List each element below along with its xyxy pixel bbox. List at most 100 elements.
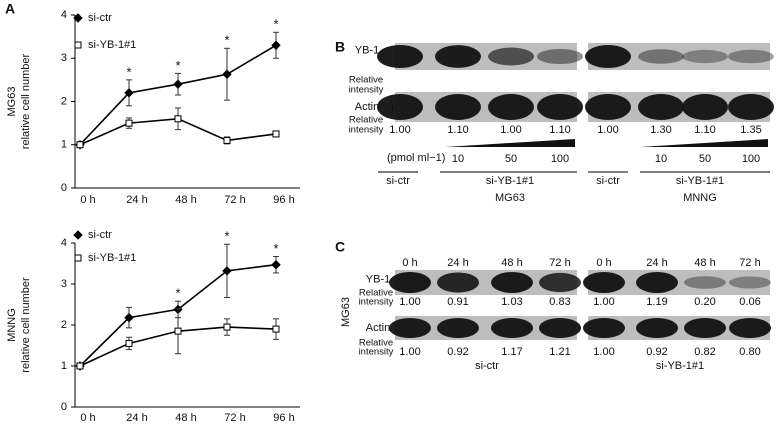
blot-band <box>539 272 581 293</box>
marker <box>222 69 232 79</box>
intensity-value: 1.21 <box>549 346 570 358</box>
x-tick-label: 48 h <box>175 412 196 424</box>
significance-mark: * <box>175 58 180 73</box>
significance-mark: * <box>224 229 229 244</box>
blot-band <box>729 276 771 289</box>
marker <box>76 362 84 370</box>
x-tick-label: 0 h <box>80 412 95 424</box>
dose-wedge <box>640 139 768 147</box>
legend-label: si-YB-1#1 <box>88 252 136 264</box>
marker <box>125 119 133 127</box>
blot-band <box>729 318 771 338</box>
dose-value: 50 <box>699 153 711 165</box>
x-tick-label: 72 h <box>224 412 245 424</box>
blot-band <box>488 94 534 120</box>
y-tick-label: 2 <box>61 95 67 107</box>
intensity-value: 0.83 <box>549 296 570 308</box>
intensity-value: 0.92 <box>646 346 667 358</box>
x-tick-label: 0 h <box>80 194 95 206</box>
y-axis-label: MG63 <box>6 87 18 117</box>
dose-value: 100 <box>551 153 569 165</box>
blot-band <box>638 94 684 120</box>
y-axis-label: relative cell number <box>20 53 32 149</box>
blot-band <box>539 318 581 338</box>
blot-band <box>389 318 431 338</box>
intensity-value: 1.10 <box>549 124 570 136</box>
panel-label: C <box>335 239 345 255</box>
marker <box>124 312 134 323</box>
group-label: si-ctr <box>596 175 620 187</box>
group-label: si-YB-1#1 <box>656 360 704 372</box>
dose-value: 50 <box>505 153 517 165</box>
lane-label: 48 h <box>694 257 715 269</box>
marker <box>271 260 281 270</box>
y-tick-label: 4 <box>61 9 67 21</box>
blot-band <box>684 276 726 289</box>
intensity-value: 1.10 <box>447 124 468 136</box>
blot-band <box>682 49 728 64</box>
blot-band <box>491 318 533 338</box>
intensity-label: intensity <box>349 125 384 136</box>
blot-band <box>682 94 728 120</box>
dose-value: 100 <box>742 153 760 165</box>
blot-band <box>728 49 774 64</box>
group-label: si-ctr <box>386 175 410 187</box>
significance-mark: * <box>273 241 278 256</box>
x-tick-label: 96 h <box>273 412 294 424</box>
intensity-label: Relative <box>349 115 383 126</box>
significance-mark: * <box>273 17 278 32</box>
intensity-label: Relative <box>359 288 393 299</box>
blot-band <box>636 272 678 293</box>
marker <box>124 88 134 98</box>
x-tick-label: 96 h <box>273 194 294 206</box>
intensity-value: 1.03 <box>501 296 522 308</box>
marker <box>272 130 280 138</box>
legend-label: si-ctr <box>88 229 112 241</box>
lane-label: 0 h <box>596 257 611 269</box>
row-label: YB-1 <box>355 44 379 56</box>
blot-band <box>377 94 423 120</box>
y-tick-label: 1 <box>61 360 67 372</box>
intensity-value: 1.19 <box>646 296 667 308</box>
intensity-value: 1.00 <box>500 124 521 136</box>
y-tick-label: 4 <box>61 237 67 249</box>
y-tick-label: 0 <box>61 182 67 194</box>
lane-label: 24 h <box>447 257 468 269</box>
blot-band <box>435 45 481 68</box>
blot-band <box>435 94 481 120</box>
intensity-label: intensity <box>359 347 394 358</box>
intensity-label: Relative <box>349 75 383 86</box>
blot-band <box>537 48 583 65</box>
blot-band <box>638 49 684 64</box>
significance-mark: * <box>224 33 229 48</box>
intensity-value: 1.10 <box>694 124 715 136</box>
intensity-value: 0.80 <box>739 346 760 358</box>
y-axis-label: relative cell number <box>20 277 32 373</box>
legend-label: si-ctr <box>88 12 112 24</box>
lane-label: 48 h <box>501 257 522 269</box>
y-tick-label: 3 <box>61 278 67 290</box>
side-label: MG63 <box>340 297 352 327</box>
blot-band <box>377 45 423 68</box>
blot-band <box>583 318 625 338</box>
dose-wedge <box>445 139 575 147</box>
significance-mark: * <box>175 286 180 301</box>
dose-value: 10 <box>452 153 464 165</box>
y-tick-label: 3 <box>61 52 67 64</box>
legend-marker <box>73 13 83 23</box>
intensity-value: 0.06 <box>739 296 760 308</box>
intensity-value: 1.00 <box>593 296 614 308</box>
marker <box>76 141 84 149</box>
blot-band <box>537 94 583 120</box>
intensity-label: Relative <box>359 338 393 349</box>
significance-mark: * <box>126 64 131 79</box>
marker <box>272 325 280 333</box>
marker <box>125 339 133 347</box>
x-tick-label: 24 h <box>126 412 147 424</box>
panel-label: A <box>5 1 15 17</box>
marker <box>223 323 231 331</box>
blot-band <box>585 94 631 120</box>
x-tick-label: 72 h <box>224 194 245 206</box>
dose-label: (pmol ml−1) <box>387 152 445 164</box>
